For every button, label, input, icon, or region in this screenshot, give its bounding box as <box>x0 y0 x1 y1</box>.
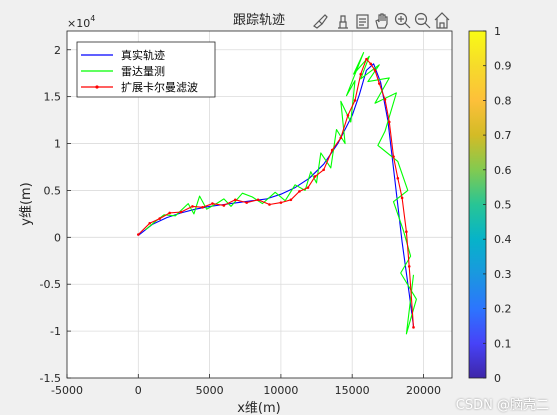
ekf-point <box>306 186 310 189</box>
legend: 真实轨迹 雷达量测 扩展卡尔曼滤波 <box>76 41 216 98</box>
y-tick-label: -0.5 <box>40 278 61 291</box>
x-axis-label: x维(m) <box>237 401 281 415</box>
ekf-point <box>353 99 357 102</box>
ekf-point <box>245 201 248 204</box>
brush-icon[interactable] <box>313 14 328 29</box>
zoom-out-icon[interactable] <box>414 12 431 29</box>
ekf-point <box>346 114 350 117</box>
y-axis-label: y维(m) <box>19 182 34 226</box>
zoom-in-icon[interactable] <box>394 12 411 29</box>
colorbar-tick-label: 0 <box>494 372 501 385</box>
axes-box <box>66 30 453 379</box>
ekf-point <box>365 57 368 61</box>
colorbar-tick-label: 0.3 <box>494 268 512 281</box>
x-tick-label: -5000 <box>51 384 83 397</box>
ekf-point <box>191 205 194 208</box>
ekf-point <box>201 206 204 209</box>
x-tick-label: 15000 <box>335 384 370 397</box>
x-tick-label: 5000 <box>196 384 224 397</box>
watermark: CSDN @脑壳二 <box>455 398 549 413</box>
x-tick-label: 10000 <box>263 384 298 397</box>
ekf-point <box>268 203 271 206</box>
y-tick-label: 1.5 <box>44 91 62 104</box>
ekf-point <box>136 233 140 236</box>
series-ekf-estimate <box>137 58 415 328</box>
y-tick-label: 1 <box>54 138 61 151</box>
data-tip-icon[interactable] <box>338 15 348 29</box>
ekf-point <box>330 148 334 152</box>
pan-hand-icon[interactable] <box>375 13 388 29</box>
x-tick-label: 0 <box>135 384 142 397</box>
legend-marker-ekf <box>95 85 99 89</box>
colorbar-tick-label: 0.6 <box>494 164 512 177</box>
x-tick-labels: -5000 0 5000 10000 15000 20000 <box>51 384 441 397</box>
ekf-point <box>168 211 171 215</box>
ekf-point <box>298 190 301 193</box>
ekf-point <box>392 155 395 158</box>
colorbar-tick-label: 0.9 <box>494 60 512 73</box>
chart-title: 跟踪轨迹 <box>233 13 285 28</box>
ekf-point <box>289 198 293 202</box>
ekf-point <box>313 175 317 178</box>
ekf-point <box>359 72 363 76</box>
ekf-point <box>377 82 381 85</box>
colorbar-tick-label: 0.1 <box>494 337 512 350</box>
ekf-point <box>256 198 260 202</box>
ekf-point <box>373 69 377 72</box>
y-tick-labels: -1.5 -1 -0.5 0 0.5 1 1.5 2 <box>40 44 61 385</box>
ekf-point <box>211 202 214 205</box>
colorbar-tick-label: 0.2 <box>494 303 512 316</box>
ekf-point <box>369 62 373 66</box>
y-tick-label: -1 <box>50 325 61 338</box>
legend-label-ekf: 扩展卡尔曼滤波 <box>121 80 198 94</box>
ekf-point <box>396 176 400 180</box>
colorbar-tick-label: 0.8 <box>494 94 512 107</box>
colorbar-tick-labels: 0 0.1 0.2 0.3 0.4 0.5 0.6 0.7 0.8 0.9 1 <box>483 25 512 385</box>
ekf-point <box>179 210 183 214</box>
ekf-point <box>279 201 283 204</box>
ekf-point <box>387 120 391 124</box>
ekf-point <box>322 168 325 172</box>
y-tick-label: 2 <box>54 44 61 57</box>
home-icon[interactable] <box>434 12 450 29</box>
ekf-point <box>158 217 161 220</box>
legend-label-true: 真实轨迹 <box>121 48 165 62</box>
y-exponent: ×104 <box>67 14 95 30</box>
y-tick-label: 0 <box>54 231 61 244</box>
legend-box <box>76 41 216 98</box>
axes-toolbar <box>313 12 450 29</box>
ekf-point <box>222 204 226 207</box>
ekf-point <box>233 198 237 202</box>
ekf-point <box>412 326 415 329</box>
x-tick-label: 20000 <box>406 384 441 397</box>
colorbar-tick-label: 1 <box>494 25 501 38</box>
ekf-point <box>339 136 343 140</box>
legend-label-radar: 雷达量测 <box>121 65 165 78</box>
export-icon[interactable] <box>356 14 369 29</box>
ekf-point <box>148 221 152 225</box>
series-group <box>136 52 417 335</box>
colorbar-tick-label: 0.4 <box>494 233 512 246</box>
ekf-point <box>407 265 411 268</box>
y-tick-label: 0.5 <box>44 184 62 197</box>
ekf-point <box>405 230 408 233</box>
y-tick-label: -1.5 <box>40 372 61 385</box>
ekf-point <box>383 98 387 101</box>
ekf-point <box>400 196 404 200</box>
colorbar-tick-label: 0.7 <box>494 129 512 142</box>
colorbar-tick-label: 0.5 <box>494 199 512 212</box>
